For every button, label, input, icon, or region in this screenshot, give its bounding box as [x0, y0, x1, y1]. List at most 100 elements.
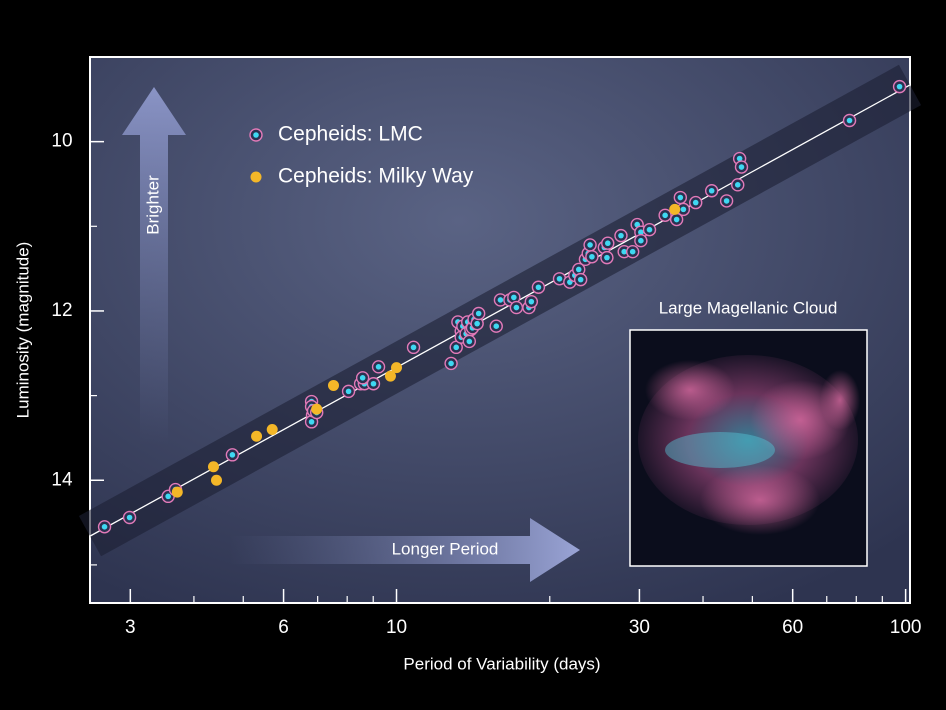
point-core	[575, 266, 582, 273]
point-dot	[384, 370, 396, 382]
point-core	[453, 344, 460, 351]
point-core	[528, 298, 535, 305]
point	[327, 379, 339, 391]
point	[601, 236, 615, 250]
point-core	[680, 206, 687, 213]
point	[266, 423, 278, 435]
point-core	[577, 276, 584, 283]
point-core	[556, 275, 563, 282]
point	[642, 222, 657, 237]
inset-title: Large Magellanic Cloud	[659, 298, 838, 317]
point-dot	[327, 379, 339, 391]
point-core	[896, 83, 903, 90]
point	[251, 430, 263, 442]
point	[225, 448, 240, 462]
point-core	[497, 297, 504, 303]
point-core	[126, 514, 133, 521]
point	[207, 461, 219, 473]
x-tick-label: 6	[278, 617, 289, 638]
point	[210, 474, 222, 486]
point-core	[511, 294, 517, 301]
point	[524, 294, 539, 309]
point	[449, 340, 463, 355]
point-core	[638, 229, 644, 236]
point-core	[587, 242, 593, 248]
point	[249, 128, 263, 142]
point	[669, 203, 681, 215]
point-core	[513, 304, 520, 311]
point-core	[475, 310, 482, 317]
legend-label: Cepheids: LMC	[278, 123, 423, 146]
annotation: Brighter	[143, 175, 162, 235]
point	[341, 384, 356, 399]
point	[573, 272, 588, 287]
point	[384, 370, 396, 382]
point-core	[493, 323, 500, 329]
y-tick-label: 10	[51, 131, 72, 152]
point	[600, 250, 614, 265]
point-core	[448, 360, 454, 367]
point	[572, 262, 586, 277]
point-core	[673, 216, 680, 223]
point-core	[846, 117, 853, 124]
annotation: Longer Period	[392, 539, 499, 558]
point-dot	[669, 203, 681, 215]
point	[625, 244, 640, 259]
y-tick-label: 12	[51, 300, 72, 321]
point-core	[618, 232, 624, 239]
point-dot	[391, 362, 403, 374]
point	[97, 520, 112, 534]
point-dot	[266, 423, 278, 435]
legend-label: Cepheids: Milky Way	[278, 165, 474, 188]
point-core	[738, 164, 745, 170]
point-core	[101, 524, 108, 530]
point-core	[359, 375, 366, 381]
point-core	[629, 248, 636, 255]
point-core	[692, 199, 699, 206]
y-tick-label: 14	[51, 469, 73, 490]
point-core	[535, 284, 542, 291]
point	[489, 319, 503, 333]
y-axis-label: Luminosity (magnitude)	[13, 242, 32, 419]
point	[585, 250, 599, 264]
point-core	[638, 237, 644, 244]
point-core	[589, 253, 595, 260]
point-core	[466, 338, 473, 345]
point	[250, 171, 262, 183]
point	[391, 362, 403, 374]
x-tick-label: 3	[125, 617, 136, 638]
point-dot	[250, 171, 262, 183]
point-core	[345, 388, 352, 395]
point-core	[621, 248, 627, 255]
point-dot	[207, 461, 219, 473]
point	[531, 280, 546, 294]
x-axis-label: Period of Variability (days)	[403, 654, 600, 673]
point-core	[677, 194, 684, 201]
x-tick-label: 30	[629, 617, 650, 638]
point	[634, 233, 648, 248]
point	[171, 486, 183, 498]
point	[311, 403, 323, 415]
point	[355, 371, 370, 385]
trend-line	[89, 84, 911, 537]
point	[462, 334, 477, 349]
point	[734, 160, 749, 174]
point	[704, 184, 719, 198]
point	[366, 377, 381, 391]
point-core	[708, 187, 715, 194]
inset-image	[629, 329, 868, 567]
point-dot	[311, 403, 323, 415]
point-core	[604, 254, 610, 261]
point-dot	[210, 474, 222, 486]
point-core	[229, 452, 236, 458]
point-core	[662, 212, 668, 219]
brighter-arrow	[122, 87, 186, 445]
point-core	[308, 419, 315, 425]
point	[583, 238, 597, 252]
point-core	[165, 493, 171, 500]
point	[673, 190, 688, 205]
point-core	[604, 240, 611, 247]
point	[444, 356, 458, 371]
point-core	[723, 198, 730, 204]
